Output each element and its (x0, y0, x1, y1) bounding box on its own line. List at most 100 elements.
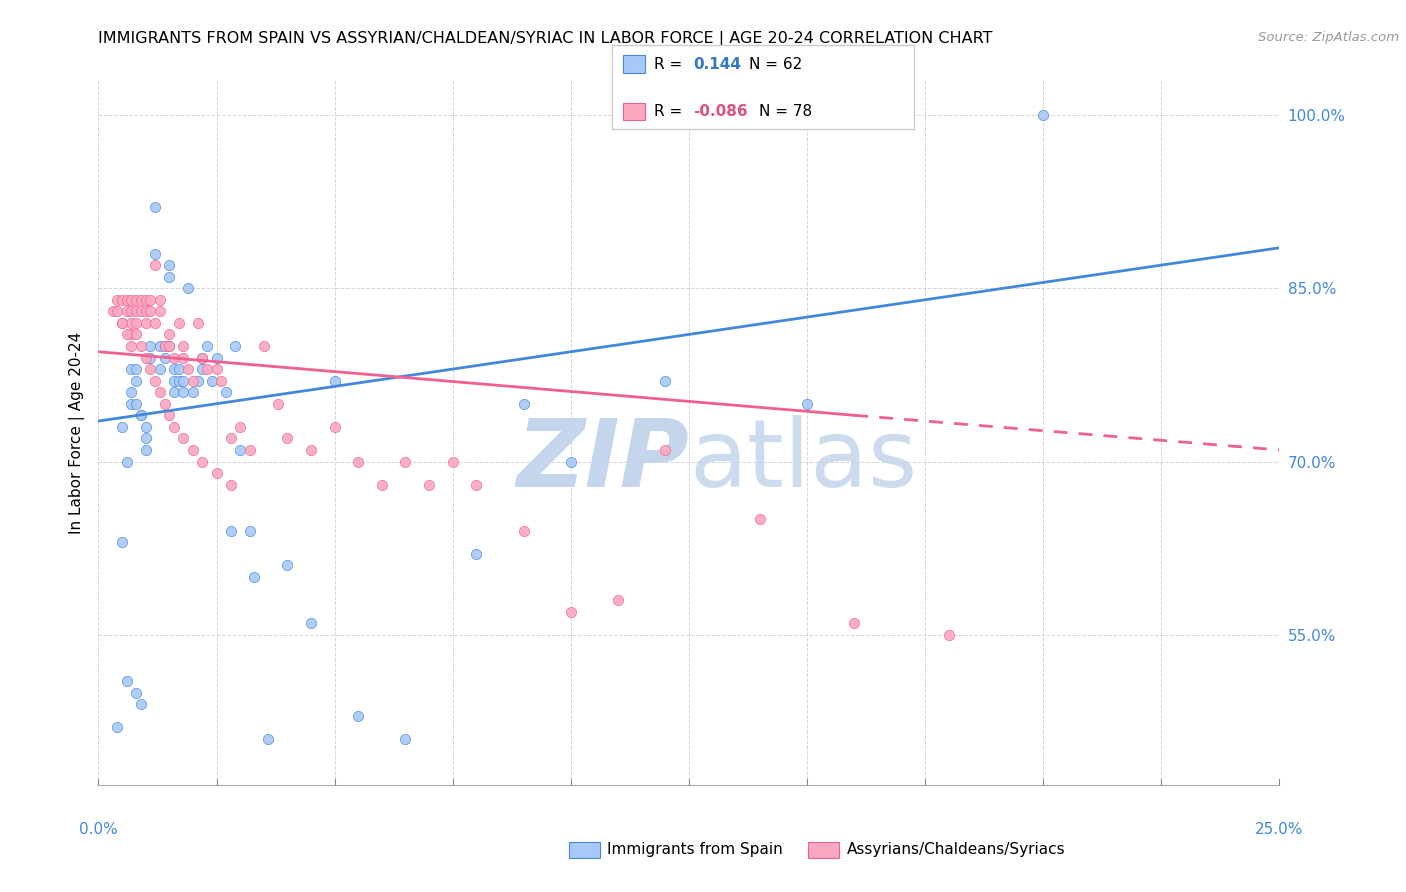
Point (219, 431, 242, 445)
Point (560, 454, 582, 468)
Point (115, 327, 138, 342)
Text: N = 78: N = 78 (759, 104, 813, 119)
Point (215, 385, 238, 400)
Point (512, 397, 534, 411)
Point (135, 431, 157, 445)
Point (257, 731, 280, 746)
Point (121, 362, 143, 376)
Point (267, 397, 290, 411)
Text: -0.086: -0.086 (693, 104, 748, 119)
Point (276, 431, 298, 445)
Point (172, 351, 194, 365)
Point (143, 258, 166, 272)
Point (205, 351, 228, 365)
Point (465, 477, 488, 491)
Point (105, 293, 128, 307)
Point (209, 374, 232, 388)
Point (111, 293, 134, 307)
Point (129, 409, 152, 423)
Point (191, 362, 214, 376)
Point (181, 385, 204, 400)
Point (143, 316, 166, 330)
Point (125, 304, 148, 318)
Point (177, 281, 200, 295)
Point (111, 316, 134, 330)
Point (139, 351, 162, 365)
Text: N = 62: N = 62 (749, 57, 803, 71)
Point (163, 374, 186, 388)
Point (135, 442, 157, 457)
Text: 25.0%: 25.0% (1256, 822, 1303, 837)
Point (181, 374, 204, 388)
Text: 0.0%: 0.0% (79, 822, 118, 837)
Point (323, 420, 346, 434)
Point (172, 431, 194, 445)
Point (125, 293, 148, 307)
Point (149, 293, 172, 307)
Point (191, 351, 214, 365)
Point (253, 339, 276, 353)
Point (796, 397, 818, 411)
Point (143, 374, 166, 388)
Point (135, 420, 157, 434)
Point (163, 362, 186, 376)
Point (163, 385, 186, 400)
Point (224, 339, 246, 353)
Point (1032, 108, 1054, 122)
Point (243, 570, 266, 584)
Point (153, 339, 176, 353)
Point (654, 374, 676, 388)
Point (276, 558, 298, 573)
Point (219, 477, 242, 491)
Point (239, 442, 262, 457)
Point (157, 327, 180, 342)
Point (172, 385, 194, 400)
Point (654, 442, 676, 457)
Point (125, 374, 148, 388)
Point (418, 477, 440, 491)
Text: R =: R = (654, 104, 688, 119)
Point (195, 339, 218, 353)
Point (115, 454, 138, 468)
Point (607, 593, 630, 607)
Point (157, 409, 180, 423)
Y-axis label: In Labor Force | Age 20-24: In Labor Force | Age 20-24 (69, 332, 86, 533)
Point (163, 420, 186, 434)
Point (229, 420, 252, 434)
Point (191, 454, 214, 468)
Point (149, 304, 172, 318)
Point (129, 339, 152, 353)
Point (115, 673, 138, 688)
Point (153, 351, 176, 365)
Text: Assyrians/Chaldeans/Syriacs: Assyrians/Chaldeans/Syriacs (846, 842, 1064, 856)
Point (172, 374, 194, 388)
Point (105, 720, 128, 734)
Point (347, 708, 370, 723)
Text: IMMIGRANTS FROM SPAIN VS ASSYRIAN/CHALDEAN/SYRIAC IN LABOR FORCE | AGE 20-24 COR: IMMIGRANTS FROM SPAIN VS ASSYRIAN/CHALDE… (98, 31, 993, 47)
Point (394, 454, 416, 468)
Point (167, 374, 190, 388)
Text: R =: R = (654, 57, 688, 71)
Point (115, 293, 138, 307)
Point (195, 362, 218, 376)
Text: Source: ZipAtlas.com: Source: ZipAtlas.com (1258, 31, 1399, 45)
Point (512, 524, 534, 538)
Point (299, 616, 322, 631)
Point (135, 304, 157, 318)
Point (129, 409, 152, 423)
Point (205, 362, 228, 376)
Point (157, 269, 180, 284)
Text: atlas: atlas (689, 415, 917, 507)
Point (157, 339, 180, 353)
Point (135, 316, 157, 330)
Text: Immigrants from Spain: Immigrants from Spain (607, 842, 783, 856)
Point (229, 442, 252, 457)
Point (441, 454, 464, 468)
Point (121, 397, 143, 411)
Point (153, 339, 176, 353)
Point (844, 616, 866, 631)
Text: 0.144: 0.144 (693, 57, 741, 71)
Point (125, 362, 148, 376)
Point (121, 327, 143, 342)
Point (371, 477, 394, 491)
